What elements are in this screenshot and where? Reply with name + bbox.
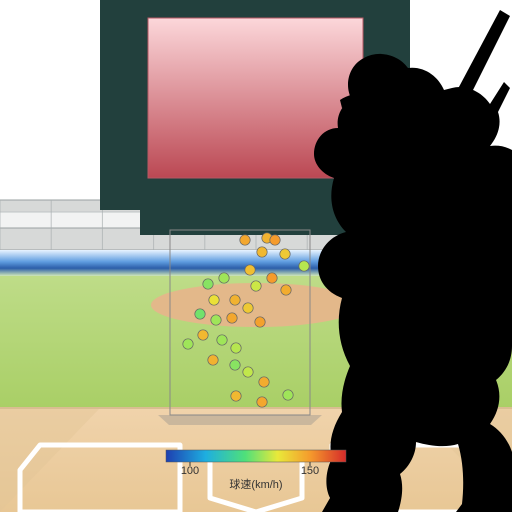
pitch-marker	[281, 285, 291, 295]
pitch-marker	[243, 303, 253, 313]
pitch-marker	[259, 377, 269, 387]
pitch-marker	[255, 317, 265, 327]
pitch-marker	[219, 273, 229, 283]
pitch-marker	[231, 391, 241, 401]
pitch-marker	[257, 397, 267, 407]
pitch-marker	[257, 247, 267, 257]
pitch-marker	[227, 313, 237, 323]
pitch-location-chart: 100 150 球速(km/h)	[0, 0, 512, 512]
pitch-marker	[211, 315, 221, 325]
pitch-marker	[183, 339, 193, 349]
pitch-marker	[209, 295, 219, 305]
legend-tick: 100	[181, 465, 199, 477]
pitch-marker	[203, 279, 213, 289]
chart-svg: 100 150 球速(km/h)	[0, 0, 512, 512]
pitch-marker	[198, 330, 208, 340]
pitch-marker	[230, 360, 240, 370]
pitch-marker	[243, 367, 253, 377]
pitch-marker	[217, 335, 227, 345]
legend-label: 球速(km/h)	[229, 477, 282, 491]
pitch-marker	[251, 281, 261, 291]
pitch-marker	[270, 235, 280, 245]
velocity-colorbar	[166, 450, 346, 462]
pitch-marker	[283, 390, 293, 400]
pitch-marker	[231, 343, 241, 353]
pitch-marker	[195, 309, 205, 319]
legend-tick: 150	[301, 465, 319, 477]
pitch-marker	[208, 355, 218, 365]
pitch-marker	[240, 235, 250, 245]
pitch-marker	[280, 249, 290, 259]
pitch-marker	[230, 295, 240, 305]
pitch-marker	[245, 265, 255, 275]
pitch-marker	[267, 273, 277, 283]
pitch-marker	[299, 261, 309, 271]
